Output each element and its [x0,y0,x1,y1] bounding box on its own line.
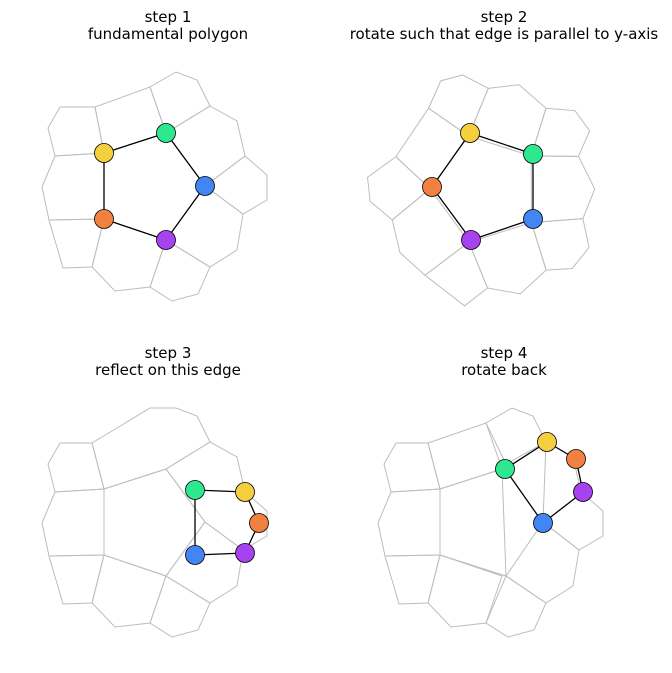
tiling-cell [47,442,105,493]
tiling-cell [505,521,580,604]
tiling-cell [530,155,596,224]
tiling-diagram [366,74,596,307]
tiling-cell [485,407,547,465]
tiling-cell [427,554,503,628]
tiling-cell [395,107,470,190]
vertex-node [185,480,205,500]
panel-step-1: step 1 fundamental polygon [0,0,336,336]
tiling-cell [366,156,431,221]
vertex-node [495,459,515,479]
tiling-cell [149,239,211,302]
tiling-cell [485,575,547,638]
panel-step-2: step 2 rotate such that edge is parallel… [336,0,672,336]
tiling-cell [377,488,441,557]
vertex-node [533,513,553,533]
tiling-diagram [41,407,269,638]
tiling-cell [47,106,105,157]
vertex-node [460,123,480,143]
step-caption: reflect on this edge [95,361,241,379]
tiling-cell [103,468,206,577]
vertex-node [156,123,176,143]
step-caption: rotate such that edge is parallel to y-a… [349,25,659,43]
vertex-node [235,482,255,502]
tiling-cell [468,222,547,295]
vertex-node [523,144,543,164]
panel-step-4: step 4 rotate back [336,336,672,672]
tiling-cell [383,442,441,493]
tiling-cell [530,218,590,271]
vertex-node [195,176,215,196]
vertex-node [249,513,269,533]
tiling-cell [91,218,167,292]
tiling-cell [165,105,246,187]
tiling-cell [94,86,167,154]
step-label: step 4 [480,344,528,362]
tiling-cell [165,521,244,604]
tiling-cell [91,554,167,628]
tiling-cell [439,468,507,577]
tiling-cell [149,575,211,638]
panel-title: step 4 rotate back [336,345,672,379]
tiling-cell [384,554,441,605]
step-label: step 2 [480,8,528,26]
panel-step-3: step 3 reflect on this edge [0,336,336,672]
tiling-cell [91,407,211,490]
vertex-node [94,209,114,229]
vertex-node [573,482,593,502]
step-label: step 3 [144,344,192,362]
vertex-node [94,143,114,163]
tiling-cell [48,554,105,605]
tiling-diagram [377,407,604,638]
vertex-node [185,545,205,565]
polygon-edges [431,132,534,241]
vertex-node [461,230,481,250]
tiling-cell [391,187,470,276]
vertex-node [537,432,557,452]
tiling-cell [48,218,105,269]
panel-title: step 1 fundamental polygon [0,9,336,43]
polygon-edges [103,132,206,241]
step-label: step 1 [144,8,192,26]
tiling-cell [427,74,489,137]
tiling-diagram [41,71,268,302]
step-caption: rotate back [461,361,547,379]
panel-title: step 3 reflect on this edge [0,345,336,379]
vertex-node [566,449,586,469]
step-caption: fundamental polygon [87,25,249,43]
tiling-cell [41,488,105,557]
vertex-node [523,209,543,229]
vertex-node [422,177,442,197]
vertex-node [156,230,176,250]
panel-title: step 2 rotate such that edge is parallel… [336,9,672,43]
vertex-node [235,543,255,563]
tiling-cell [165,185,244,268]
tiling-cell [41,152,105,221]
